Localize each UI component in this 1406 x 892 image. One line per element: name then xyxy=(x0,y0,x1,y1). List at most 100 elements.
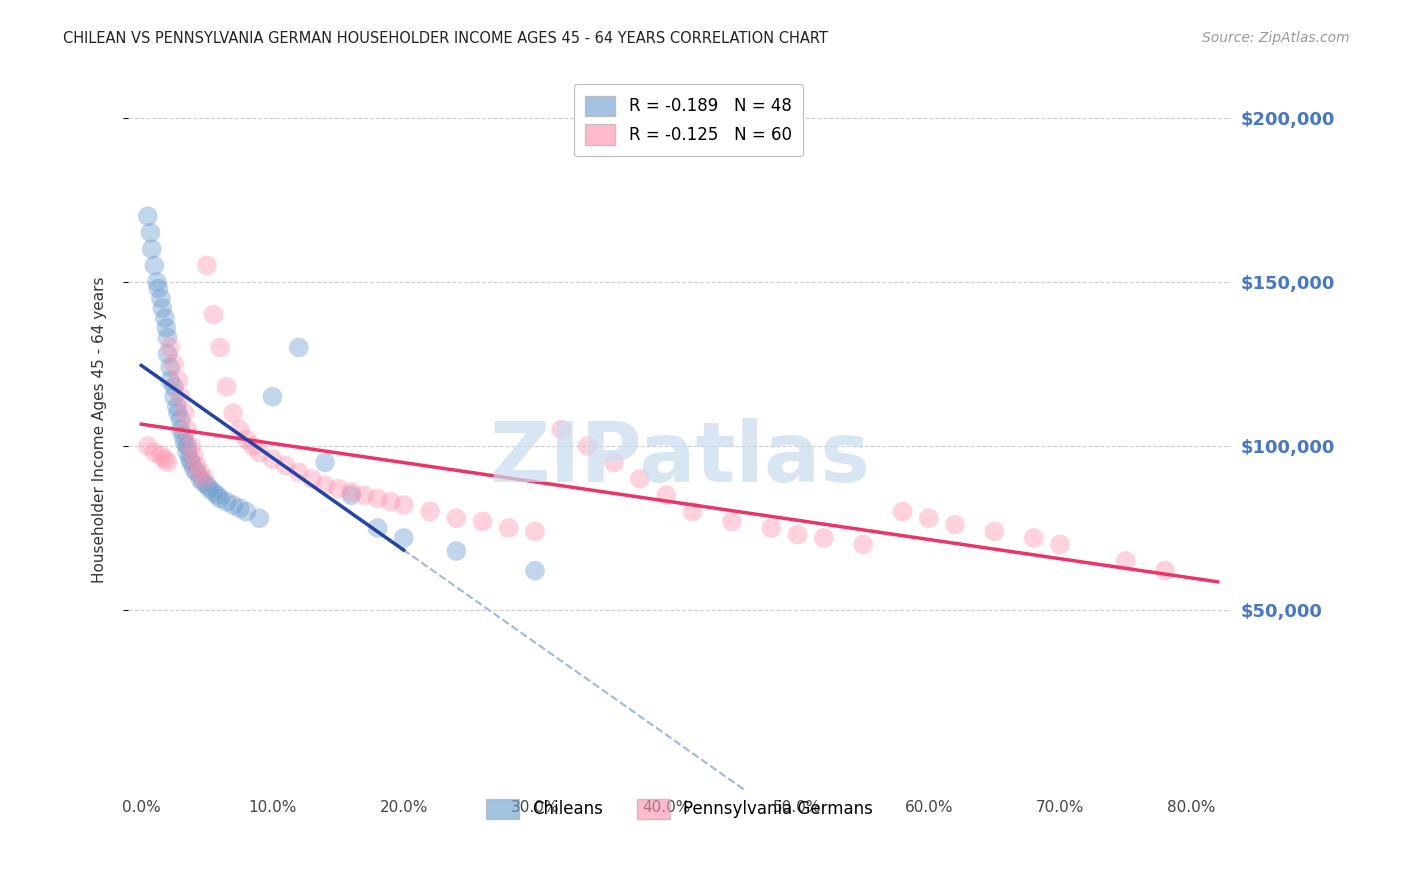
Point xyxy=(249,445,271,459)
Point xyxy=(314,455,336,469)
Point xyxy=(208,491,231,506)
Point xyxy=(163,380,186,394)
Point xyxy=(173,435,195,450)
Text: ZIPatlas: ZIPatlas xyxy=(489,418,870,499)
Point xyxy=(235,433,257,447)
Point xyxy=(167,373,190,387)
Point xyxy=(628,472,651,486)
Point xyxy=(176,423,198,437)
Point xyxy=(576,439,599,453)
Point xyxy=(249,511,271,525)
Point xyxy=(274,458,297,473)
Point xyxy=(176,439,198,453)
Point xyxy=(163,357,186,371)
Point xyxy=(143,445,166,459)
Point xyxy=(183,462,205,476)
Point xyxy=(603,455,626,469)
Point xyxy=(1049,537,1071,551)
Point xyxy=(153,310,176,325)
Point xyxy=(143,259,166,273)
Point xyxy=(176,445,198,459)
Point xyxy=(163,390,186,404)
Point xyxy=(208,341,231,355)
Point xyxy=(943,517,966,532)
Point xyxy=(169,390,191,404)
Point xyxy=(1154,564,1177,578)
Point xyxy=(179,452,201,467)
Point xyxy=(550,423,572,437)
Point xyxy=(166,400,188,414)
Point xyxy=(340,484,363,499)
Point xyxy=(288,465,311,479)
Text: CHILEAN VS PENNSYLVANIA GERMAN HOUSEHOLDER INCOME AGES 45 - 64 YEARS CORRELATION: CHILEAN VS PENNSYLVANIA GERMAN HOUSEHOLD… xyxy=(63,31,828,46)
Point xyxy=(186,458,208,473)
Point xyxy=(156,331,179,345)
Point xyxy=(149,449,172,463)
Point xyxy=(918,511,941,525)
Point xyxy=(229,501,252,516)
Point xyxy=(983,524,1005,539)
Point xyxy=(813,531,835,545)
Point xyxy=(188,472,211,486)
Point xyxy=(159,373,181,387)
Point xyxy=(471,515,494,529)
Point xyxy=(180,439,202,453)
Point xyxy=(367,491,389,506)
Point xyxy=(148,281,170,295)
Text: Source: ZipAtlas.com: Source: ZipAtlas.com xyxy=(1202,31,1350,45)
Point xyxy=(136,439,159,453)
Y-axis label: Householder Income Ages 45 - 64 years: Householder Income Ages 45 - 64 years xyxy=(93,277,107,582)
Point xyxy=(156,455,179,469)
Point xyxy=(198,482,221,496)
Point xyxy=(262,390,284,404)
Point xyxy=(222,406,245,420)
Point xyxy=(149,291,172,305)
Point xyxy=(340,488,363,502)
Point xyxy=(159,360,181,375)
Point xyxy=(191,475,214,489)
Point xyxy=(288,341,311,355)
Point xyxy=(188,465,211,479)
Point xyxy=(186,465,208,479)
Point xyxy=(761,521,783,535)
Point xyxy=(524,524,547,539)
Point xyxy=(721,515,744,529)
Legend: Chileans, Pennsylvania Germans: Chileans, Pennsylvania Germans xyxy=(479,792,880,826)
Point xyxy=(314,478,336,492)
Point xyxy=(891,505,914,519)
Point xyxy=(155,321,177,335)
Point xyxy=(173,406,195,420)
Point xyxy=(215,380,238,394)
Point xyxy=(328,482,350,496)
Point xyxy=(139,226,162,240)
Point xyxy=(419,505,441,519)
Point xyxy=(446,544,468,558)
Point xyxy=(1022,531,1045,545)
Point xyxy=(524,564,547,578)
Point xyxy=(183,449,205,463)
Point xyxy=(146,275,169,289)
Point xyxy=(682,505,704,519)
Point xyxy=(156,347,179,361)
Point xyxy=(136,209,159,223)
Point xyxy=(852,537,875,551)
Point xyxy=(195,478,218,492)
Point xyxy=(446,511,468,525)
Point xyxy=(353,488,375,502)
Point xyxy=(193,472,215,486)
Point xyxy=(392,531,415,545)
Point xyxy=(141,242,163,256)
Point xyxy=(150,301,173,315)
Point xyxy=(180,455,202,469)
Point xyxy=(235,505,257,519)
Point xyxy=(215,495,238,509)
Point xyxy=(202,308,225,322)
Point xyxy=(262,452,284,467)
Point xyxy=(392,498,415,512)
Point xyxy=(786,527,808,541)
Point xyxy=(169,423,191,437)
Point xyxy=(195,259,218,273)
Point xyxy=(169,413,191,427)
Point xyxy=(159,341,181,355)
Point xyxy=(202,484,225,499)
